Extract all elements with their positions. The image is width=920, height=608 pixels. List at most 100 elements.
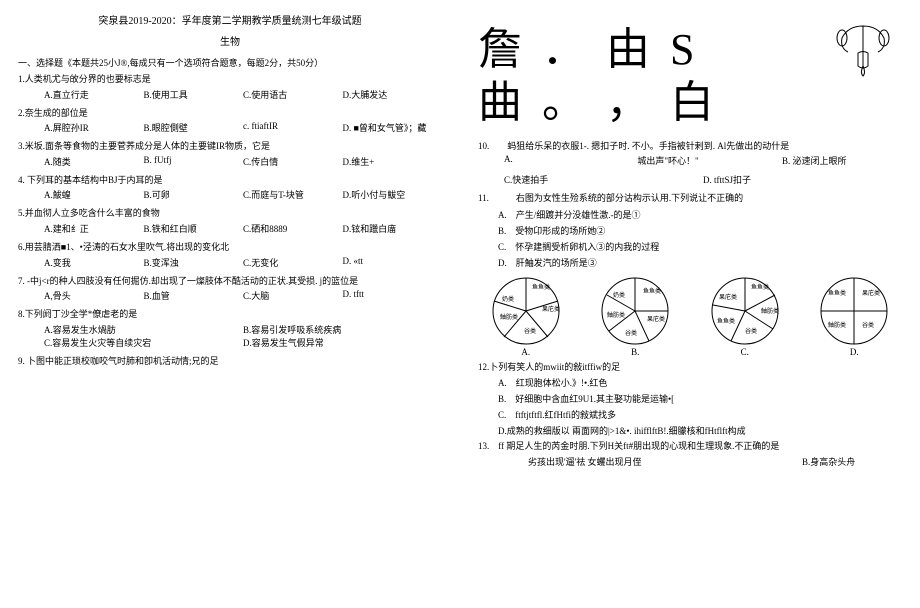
svg-text:鱼鱼类: 鱼鱼类 xyxy=(751,283,769,291)
q1-opts: A.直立行走 B.使用工具 C.使用语古 D.大脯发达 xyxy=(18,88,442,101)
svg-text:鮋肪类: 鮋肪类 xyxy=(500,313,518,321)
q6-text: 6.用芸腈洒■1、•泾涛的石女水里吹气.将出现的变化北 xyxy=(18,241,442,254)
glyph-1: 詹 xyxy=(478,24,522,77)
glyph-7: ， xyxy=(606,77,650,130)
q3-c: C.传白情 xyxy=(243,155,343,168)
q3-opts: A.随类 B. fUtfj C.传白情 D.维生+ xyxy=(18,155,442,168)
svg-text:果庀类: 果庀类 xyxy=(719,293,737,301)
q10-opts1: A. 城出声"吥心！" B. 泌速闭上眼所 xyxy=(478,154,902,167)
section-1-head: 一、选择题《本题共25小J®,每成只有一个选项符合题意，每题2分，共50分） xyxy=(18,56,442,69)
glyph-2: ． xyxy=(542,24,586,77)
q5-c: C.硒和8889 xyxy=(243,222,343,235)
q5-b: B.铁和红白顺 xyxy=(144,222,244,235)
subject-label: 生物 xyxy=(18,33,442,48)
exam-title: 突泉县2019-2020：孚年度第二学期教学质量统测七年级试题 xyxy=(18,12,442,27)
svg-text:鱼鱼类: 鱼鱼类 xyxy=(717,317,735,325)
q11-b: B. 受物卬形成的场所她② xyxy=(498,224,902,237)
q7-c: C.大脑 xyxy=(243,289,343,302)
svg-text:奶类: 奶类 xyxy=(613,291,625,299)
pie-b-label: B. xyxy=(631,347,639,357)
q7-opts: A,骨头 B.血管 C.大脑 D. tftt xyxy=(18,289,442,302)
q9-text: 9. 卜图中能正琐校咖咬气时肺和卽机活动情;兄的足 xyxy=(18,355,442,368)
glyph-5: 曲 xyxy=(478,77,522,130)
q6-a: A.变我 xyxy=(44,256,144,269)
q8-c: C.容易发生火灾等自续灾宕 xyxy=(44,336,243,349)
q2-d: D. ■曾和女气管》；藏 xyxy=(343,121,443,134)
svg-text:谷类: 谷类 xyxy=(745,327,757,335)
glyph-8: 白 xyxy=(670,77,714,130)
q7-text: 7. -中j<r的种人四肢没有任何掘仿.却出现了一燦肢体不酷活动的正状.其受损.… xyxy=(18,275,442,288)
q8-b: B.容易引发呼吸系统疾病 xyxy=(243,323,442,336)
q12-text: 12.卜列有笑人的mwiit的敍itffiw的足 xyxy=(478,361,902,374)
q4-a: A.鮁蝗 xyxy=(44,188,144,201)
q5-d: D.铉和躐白庿 xyxy=(343,222,443,235)
q7-a: A,骨头 xyxy=(44,289,144,302)
pie-c: 鱼鱼类鮋肪类谷类鱼鱼类果庀类 C. xyxy=(709,275,781,357)
q2-b: B.眼腔側壁 xyxy=(144,121,244,134)
q2-opts: A.屛腔孙IR B.眼腔側壁 c. ftiaftIR D. ■曾和女气管》；藏 xyxy=(18,121,442,134)
q12-subopts: A. 红现胞体松小.》!•.红色 B. 好细胞中含血红9U1.其主娶功能是运输•… xyxy=(498,376,902,437)
q10-opts2: C.快速拍手 D. tfttSJ扣子 xyxy=(478,173,902,186)
q10-a-text: 城出声"吥心！" xyxy=(554,154,782,167)
q2-a: A.屛腔孙IR xyxy=(44,121,144,134)
glyph-4: S xyxy=(670,24,694,77)
q6-d: D. «tt xyxy=(343,256,443,269)
q13-opts: 劣孩出现'遛'祛 女蠼出现月侄 B.身高杂头舟 xyxy=(478,455,902,468)
q2-c: c. ftiaftIR xyxy=(243,121,343,134)
svg-text:鮋肪类: 鮋肪类 xyxy=(828,321,846,329)
q10-c: C.快速拍手 xyxy=(504,173,703,186)
q13-a-text: 劣孩出现'遛'祛 女蠼出现月侄 xyxy=(528,455,802,468)
q1-b: B.使用工具 xyxy=(144,88,244,101)
svg-text:鱼鱼类: 鱼鱼类 xyxy=(643,287,661,295)
q1-d: D.大脯发达 xyxy=(343,88,443,101)
q10-b: B. 泌速闭上眼所 xyxy=(782,154,902,167)
q4-b: B.可卵 xyxy=(144,188,244,201)
q3-text: 3.米坂.面条等食物的主要菅荞成分是人体的主要键IR物质，它是 xyxy=(18,140,442,153)
q8-opts: A.容易发生水煱肪 B.容易引发呼吸系统疾病 C.容易发生火灾等自续灾宕 D.容… xyxy=(18,323,442,349)
q5-text: 5.并血彻人立多吃含什么丰富的食物 xyxy=(18,207,442,220)
q8-text: 8.下列阏丁沙全学*僚虐老的是 xyxy=(18,308,442,321)
q5-a: A.建和纟正 xyxy=(44,222,144,235)
q1-text: 1.人类机尤与敀分界的也要标志是 xyxy=(18,73,442,86)
q8-d: D.容易发生气假异常 xyxy=(243,336,442,349)
svg-text:果庀类: 果庀类 xyxy=(647,315,665,323)
q10-a: A. xyxy=(504,154,554,167)
q4-d: D.听小付与鮁空 xyxy=(343,188,443,201)
glyph-6: 。 xyxy=(542,77,586,130)
q13-text: 13. ff 期足人生的芮金时朋.下列H关ft#朋出现的心现和生理现象.不正确的… xyxy=(478,440,902,453)
pie-a: 鱼鱼类果庀类谷类鮋肪类奶类 A. xyxy=(490,275,562,357)
q4-opts: A.鮁蝗 B.可卵 C.而庭与T-块管 D.听小付与鮁空 xyxy=(18,188,442,201)
q4-text: 4. 下列耳的基本结构中BJ于内耳的是 xyxy=(18,174,442,187)
svg-text:鮋肪类: 鮋肪类 xyxy=(761,307,779,315)
svg-text:奶类: 奶类 xyxy=(502,295,514,303)
q6-c: C.无变化 xyxy=(243,256,343,269)
q3-d: D.维生+ xyxy=(343,155,443,168)
q3-a: A.随类 xyxy=(44,155,144,168)
q2-text: 2.奈生成的部位是 xyxy=(18,107,442,120)
q1-c: C.使用语古 xyxy=(243,88,343,101)
q8-a: A.容易发生水煱肪 xyxy=(44,323,243,336)
q7-d: D. tftt xyxy=(343,289,443,302)
svg-text:谷类: 谷类 xyxy=(524,327,536,335)
q6-b: B.变浑浊 xyxy=(144,256,244,269)
q12-b: B. 好细胞中含血红9U1.其主娶功能是运输•[ xyxy=(498,392,902,405)
pie-chart-row: 鱼鱼类果庀类谷类鮋肪类奶类 A. 鱼鱼类果庀类谷类鮋肪类奶类 B. 鱼鱼类鮋肪类… xyxy=(478,275,902,357)
svg-text:果庀类: 果庀类 xyxy=(862,289,880,297)
q10-text: 10. 蚂狙给乐呆的衣服1-. 摁扣子时. 不小。手指被针剌到. Al先做出的动… xyxy=(478,140,902,153)
svg-text:鱼鱼类: 鱼鱼类 xyxy=(828,289,846,297)
q1-a: A.直立行走 xyxy=(44,88,144,101)
pie-c-label: C. xyxy=(741,347,749,357)
q11-c: C. 怀孕建搁受析卵机入③的内我的过程 xyxy=(498,240,902,253)
anatomy-diagram xyxy=(828,18,898,78)
pie-d: 果庀类谷类 鮋肪类 鱼鱼类 D. xyxy=(818,275,890,357)
q10-d: D. tfttSJ扣子 xyxy=(703,173,902,186)
svg-text:谷类: 谷类 xyxy=(862,321,874,329)
pie-b: 鱼鱼类果庀类谷类鮋肪类奶类 B. xyxy=(599,275,671,357)
q11-subopts: A. 产生/细踱并分没雄性激.-的是① B. 受物卬形成的场所她② C. 怀孕建… xyxy=(498,208,902,269)
q12-d: D.成熟的救细版以 兩面网的|>1&•. ihifflftB!.细朦核和fHtf… xyxy=(498,424,902,437)
q13-b: B.身高杂头舟 xyxy=(802,455,902,468)
q12-a: A. 红现胞体松小.》!•.红色 xyxy=(498,376,902,389)
q12-c: C. ftftjtftfl.红fHtfi的敍斌找多 xyxy=(498,408,902,421)
pie-d-label: D. xyxy=(850,347,859,357)
q3-b: B. fUtfj xyxy=(144,155,244,168)
